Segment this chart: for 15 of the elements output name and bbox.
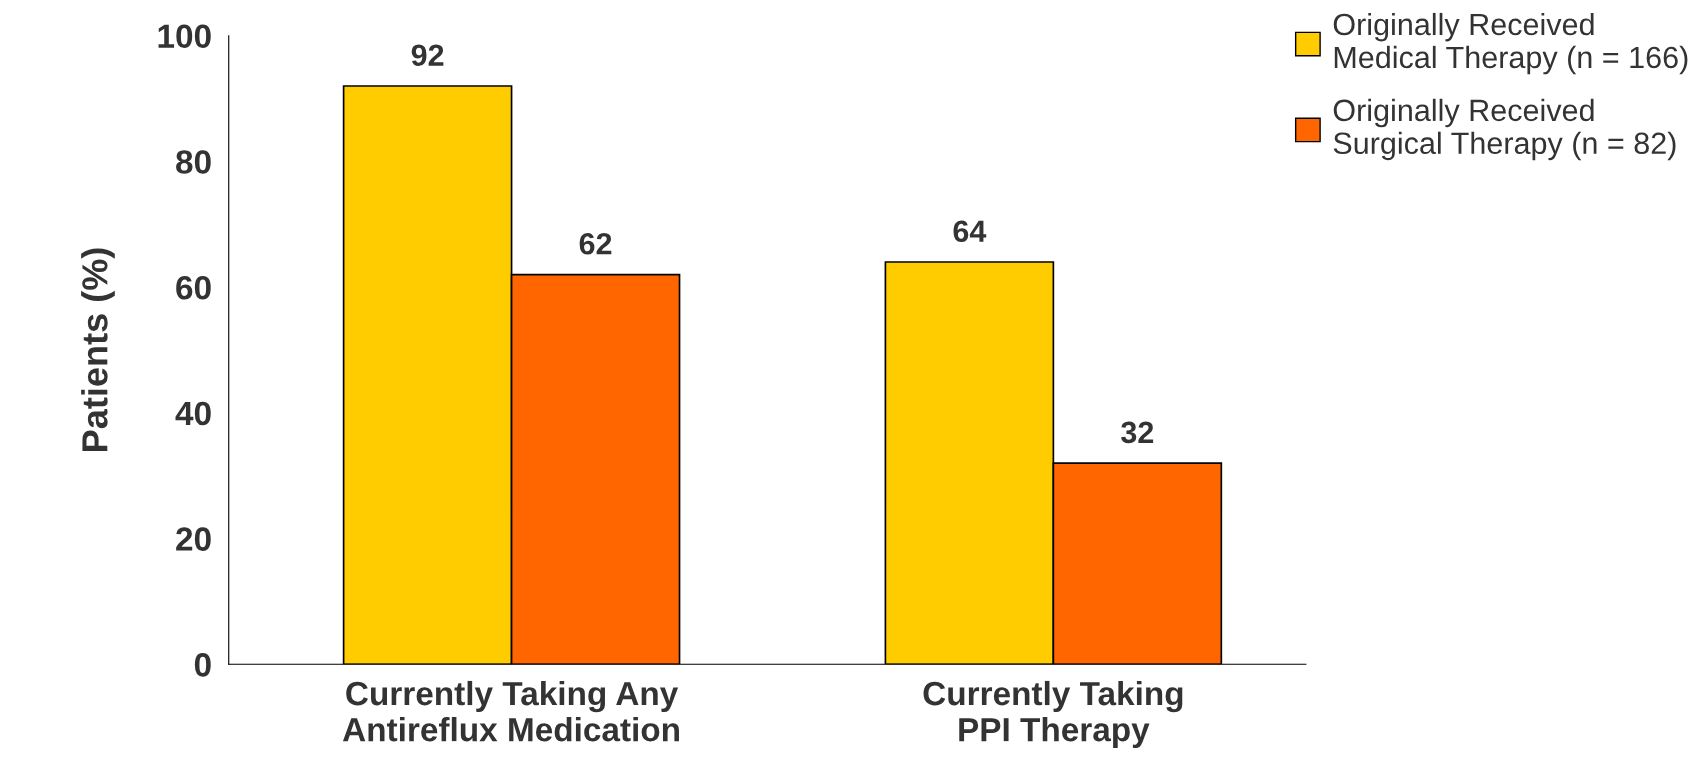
data-label: 62 <box>579 232 612 255</box>
x-tick-label: Currently Taking PPI Therapy <box>923 680 1183 749</box>
y-axis-title: Patients (%) <box>81 248 115 451</box>
data-label: 32 <box>1121 421 1154 444</box>
legend-label: Originally Received Surgical Therapy (n = 82) <box>1333 98 1676 161</box>
y-tick-label: 40 <box>175 401 211 426</box>
y-tick-label: 80 <box>176 150 211 174</box>
data-label: 64 <box>953 220 987 243</box>
data-label: 92 <box>411 44 444 67</box>
y-tick-label: 60 <box>176 275 211 300</box>
y-tick-label: 20 <box>176 527 211 551</box>
y-tick-label: 0 <box>194 653 211 677</box>
x-tick-label: Currently Taking Any Antireflux Medication <box>342 680 679 742</box>
y-tick-label: 100 <box>158 24 211 49</box>
legend-label: Originally Received Medical Therapy (n = 166) <box>1333 12 1688 75</box>
